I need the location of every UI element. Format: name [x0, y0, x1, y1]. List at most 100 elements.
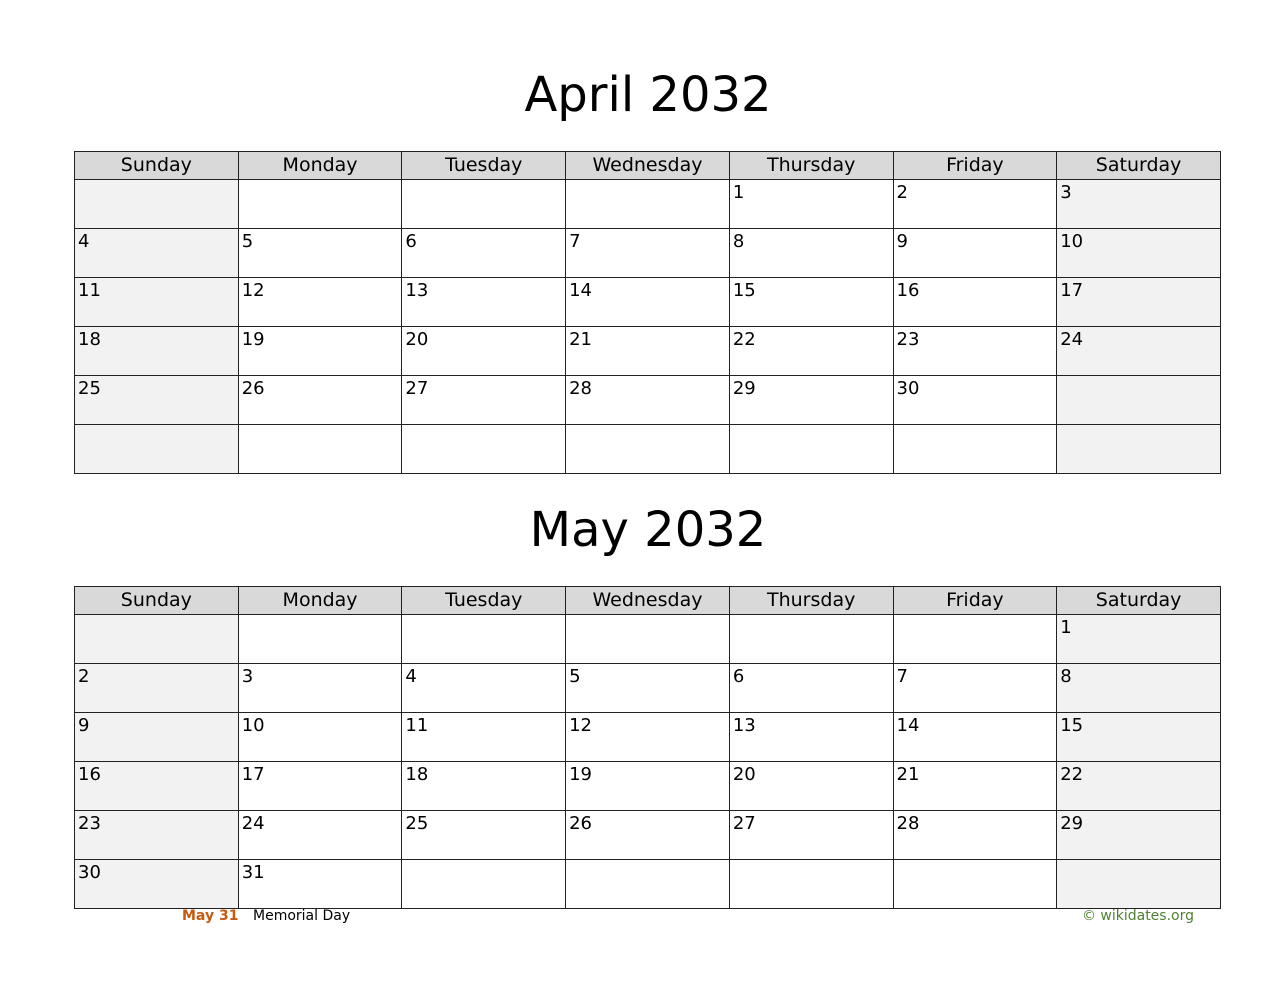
week-row: 30 31 — [74, 859, 1221, 909]
weekday-header-row: Sunday Monday Tuesday Wednesday Thursday Frid… — [74, 151, 1221, 180]
day-cell: 17 — [1056, 277, 1221, 327]
day-cell: 17 — [237, 761, 403, 811]
day-cell: 8 — [1056, 663, 1221, 713]
day-cell: 28 — [565, 375, 730, 425]
day-cell — [401, 614, 567, 664]
day-cell: 10 — [1056, 228, 1221, 278]
day-cell: 4 — [74, 228, 239, 278]
day-cell: 5 — [237, 228, 403, 278]
weekday-header: Wednesday — [565, 586, 730, 615]
day-cell: 3 — [1056, 179, 1221, 229]
day-cell — [892, 614, 1058, 664]
week-row: 9 10 11 12 13 14 15 — [74, 712, 1221, 762]
day-cell — [401, 859, 567, 909]
day-cell: 22 — [1056, 761, 1221, 811]
weekday-header: Sunday — [74, 151, 239, 180]
day-cell: 8 — [728, 228, 894, 278]
day-cell — [1056, 424, 1221, 474]
day-cell: 18 — [401, 761, 567, 811]
weekday-header: Sunday — [74, 586, 239, 615]
weekday-header: Thursday — [728, 151, 894, 180]
day-cell: 25 — [74, 375, 239, 425]
day-cell — [237, 179, 403, 229]
day-cell: 30 — [892, 375, 1058, 425]
week-row: 1 — [74, 614, 1221, 664]
day-cell — [565, 179, 730, 229]
day-cell — [892, 859, 1058, 909]
day-cell: 7 — [565, 228, 730, 278]
day-cell: 2 — [892, 179, 1058, 229]
day-cell: 23 — [892, 326, 1058, 376]
day-cell: 5 — [565, 663, 730, 713]
day-cell: 9 — [74, 712, 239, 762]
weekday-header: Thursday — [728, 586, 894, 615]
day-cell: 11 — [401, 712, 567, 762]
day-cell: 1 — [1056, 614, 1221, 664]
weekday-header: Friday — [892, 586, 1058, 615]
calendar-april: Sunday Monday Tuesday Wednesday Thursday Frid… — [74, 151, 1221, 474]
week-row: 18 19 20 21 22 23 24 — [74, 326, 1221, 376]
day-cell: 6 — [401, 228, 567, 278]
day-cell: 25 — [401, 810, 567, 860]
week-row: 16 17 18 19 20 21 22 — [74, 761, 1221, 811]
credit-link[interactable]: © wikidates.org — [1081, 908, 1194, 924]
day-cell — [74, 424, 239, 474]
weekday-header: Saturday — [1056, 151, 1221, 180]
day-cell: 15 — [728, 277, 894, 327]
day-cell: 16 — [74, 761, 239, 811]
day-cell: 18 — [74, 326, 239, 376]
day-cell: 10 — [237, 712, 403, 762]
calendar-may: Sunday Monday Tuesday Wednesday Thursday Frid… — [74, 586, 1221, 909]
day-cell: 26 — [565, 810, 730, 860]
weekday-header: Friday — [892, 151, 1058, 180]
day-cell: 12 — [565, 712, 730, 762]
day-cell — [728, 424, 894, 474]
day-cell — [237, 424, 403, 474]
day-cell: 29 — [728, 375, 894, 425]
week-row — [74, 424, 1221, 474]
day-cell: 20 — [401, 326, 567, 376]
day-cell — [565, 859, 730, 909]
day-cell: 3 — [237, 663, 403, 713]
day-cell — [237, 614, 403, 664]
weekday-header: Wednesday — [565, 151, 730, 180]
day-cell: 6 — [728, 663, 894, 713]
day-cell — [565, 424, 730, 474]
day-cell: 13 — [401, 277, 567, 327]
day-cell: 16 — [892, 277, 1058, 327]
day-cell: 24 — [237, 810, 403, 860]
day-cell: 20 — [728, 761, 894, 811]
day-cell: 19 — [565, 761, 730, 811]
day-cell: 26 — [237, 375, 403, 425]
weekday-header: Saturday — [1056, 586, 1221, 615]
day-cell — [565, 614, 730, 664]
holiday-name: Memorial Day — [253, 908, 351, 924]
day-cell: 14 — [565, 277, 730, 327]
day-cell: 27 — [728, 810, 894, 860]
day-cell: 27 — [401, 375, 567, 425]
day-cell: 14 — [892, 712, 1058, 762]
day-cell: 7 — [892, 663, 1058, 713]
week-row: 11 12 13 14 15 16 17 — [74, 277, 1221, 327]
day-cell — [728, 614, 894, 664]
holiday-date: May 31 — [182, 908, 239, 924]
week-row: 25 26 27 28 29 30 — [74, 375, 1221, 425]
weekday-header-row: Sunday Monday Tuesday Wednesday Thursday Frid… — [74, 586, 1221, 615]
day-cell: 30 — [74, 859, 239, 909]
day-cell: 29 — [1056, 810, 1221, 860]
day-cell: 1 — [728, 179, 894, 229]
day-cell: 12 — [237, 277, 403, 327]
day-cell: 13 — [728, 712, 894, 762]
day-cell: 19 — [237, 326, 403, 376]
month-title: April 2032 — [524, 67, 772, 123]
day-cell: 21 — [892, 761, 1058, 811]
day-cell — [892, 424, 1058, 474]
week-row: 23 24 25 26 27 28 29 — [74, 810, 1221, 860]
day-cell: 28 — [892, 810, 1058, 860]
day-cell — [1056, 859, 1221, 909]
weekday-header: Monday — [237, 586, 403, 615]
day-cell: 31 — [237, 859, 403, 909]
day-cell — [74, 614, 239, 664]
weekday-header: Tuesday — [401, 151, 567, 180]
